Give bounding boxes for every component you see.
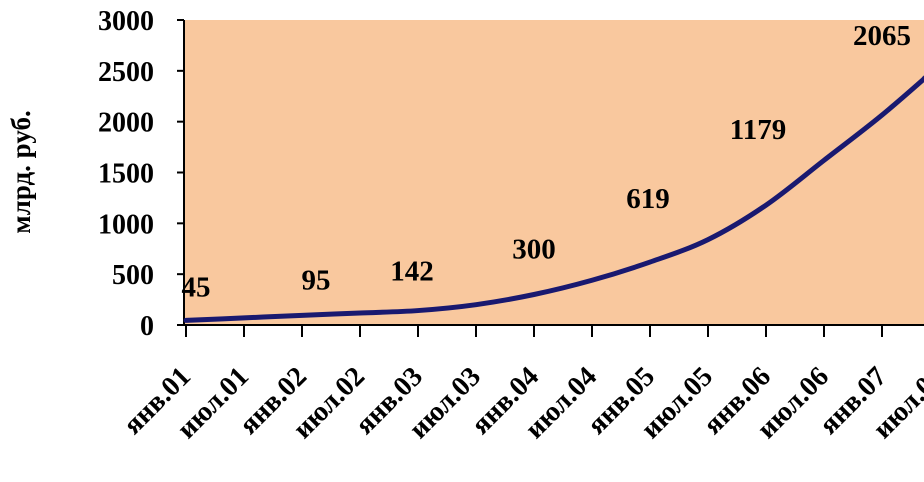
data-label: 95 [302,264,331,296]
series-line [183,75,924,323]
data-label: 2065 [853,20,911,52]
plot-area [184,20,924,325]
x-axis-ticks: янв.01июл.01янв.02июл.02янв.03июл.03янв.… [117,325,924,445]
data-label: 1179 [730,114,786,146]
y-axis-title: млрд. руб. [6,110,36,233]
data-labels: 4595142300619117920652559 [182,20,912,303]
data-label: 619 [626,183,670,215]
y-tick-label: 0 [140,311,154,342]
data-label: 300 [512,234,556,266]
y-axis-ticks: 0 500 1000 1500 2000 2500 3000 [98,6,184,342]
data-label: 45 [182,271,211,303]
y-tick-label: 2500 [98,57,154,88]
data-label: 142 [390,256,434,288]
y-tick-label: 2000 [98,108,154,139]
y-tick-label: 500 [112,260,154,291]
y-tick-label: 1500 [98,159,154,190]
y-tick-label: 3000 [98,6,154,37]
y-tick-label: 1000 [98,209,154,240]
